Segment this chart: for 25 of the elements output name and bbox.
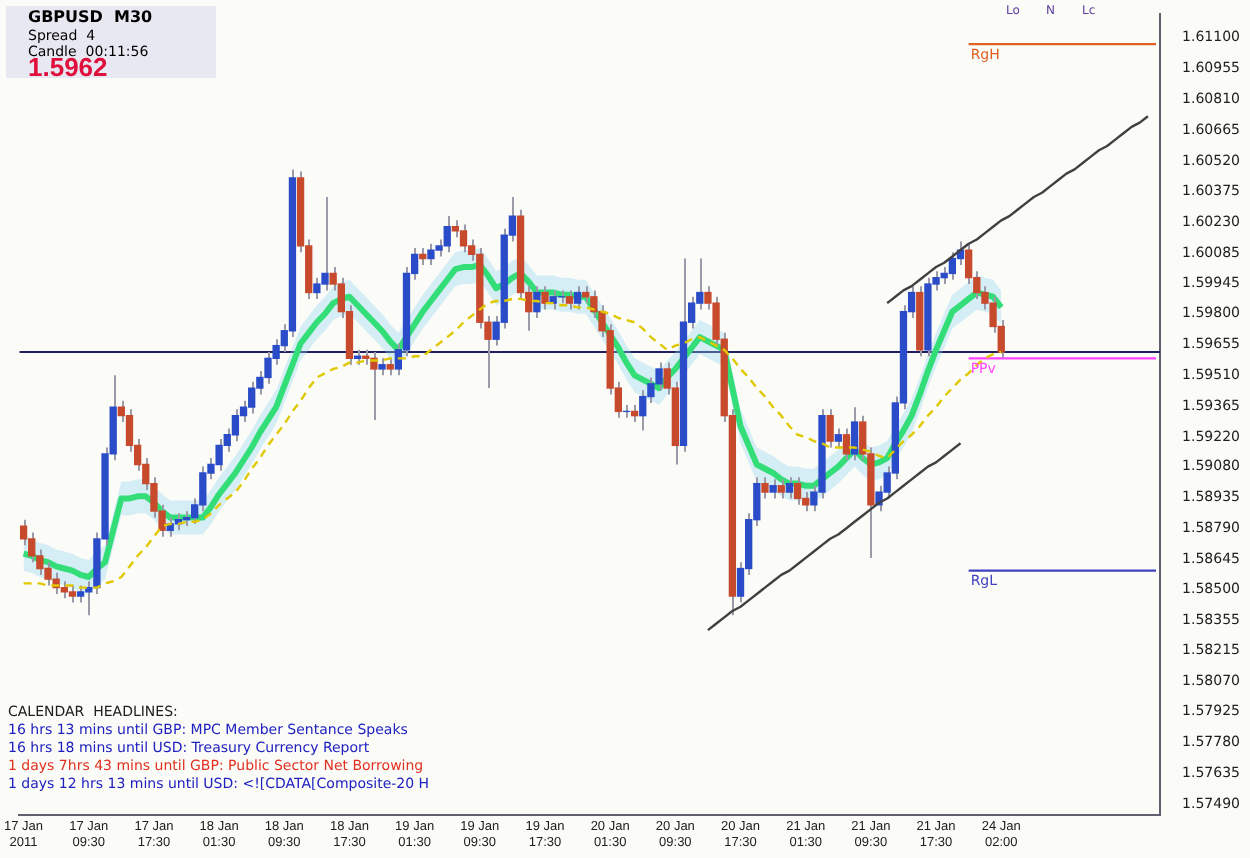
candlestick (785, 476, 794, 500)
candlestick (313, 276, 321, 300)
candlestick (573, 285, 582, 311)
candlestick (549, 289, 557, 311)
candlestick (541, 285, 549, 311)
candlestick (321, 195, 329, 292)
candlestick (834, 427, 842, 449)
candlestick (793, 476, 802, 506)
candlestick (850, 406, 859, 462)
candlestick (964, 242, 973, 286)
candlestick (427, 242, 435, 266)
candlestick (565, 289, 574, 311)
candlestick (459, 223, 468, 254)
candlestick (639, 389, 647, 432)
candlestick (761, 476, 769, 500)
annotation: GBPUSD M30 (28, 8, 154, 26)
candlestick (443, 215, 451, 254)
candlestick (769, 478, 777, 500)
candlestick (248, 380, 256, 415)
candlestick (948, 251, 957, 281)
candlestick (842, 427, 851, 462)
candlestick (826, 408, 834, 449)
candlestick (777, 478, 785, 500)
candlestick (215, 438, 223, 472)
candlestick (533, 285, 541, 319)
